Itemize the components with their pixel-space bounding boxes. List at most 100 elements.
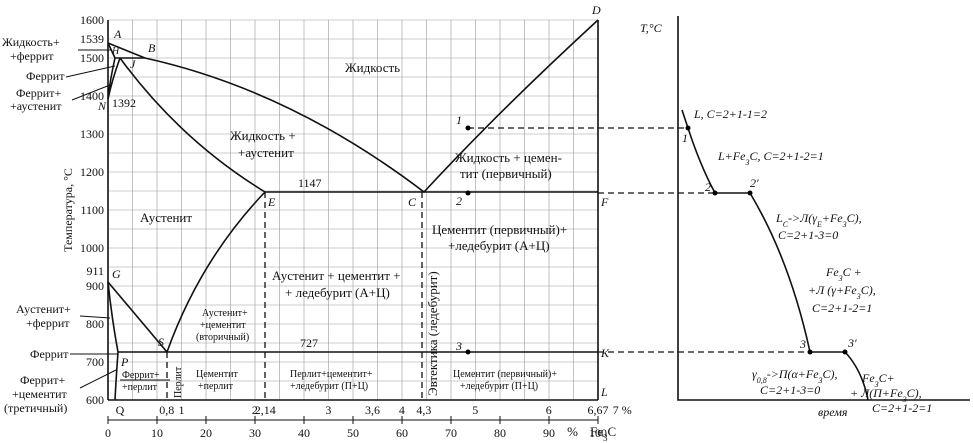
point: P (120, 355, 129, 369)
point: L (600, 385, 608, 399)
dashed (166, 127, 810, 400)
y-tick-label: 1100 (80, 203, 104, 217)
note: C=2+1-2=1 (872, 401, 932, 415)
dot (712, 190, 718, 196)
region: + ледебурит (А+Ц) (285, 285, 390, 300)
axes (677, 16, 970, 401)
y-tick-label: 900 (86, 279, 104, 293)
region: тит (первичный) (460, 166, 552, 181)
region: Цементит (первичный)+ (453, 369, 557, 380)
dot (465, 190, 471, 196)
note-part: +Fe (822, 211, 843, 225)
note: LC->Л(γE+Fe3C), (775, 211, 862, 229)
side-label: +аустенит (10, 99, 62, 113)
side-label: Феррит+ (16, 86, 61, 100)
y-tick-label: 911 (86, 264, 104, 278)
point: E (267, 195, 276, 209)
point: 3′ (847, 336, 857, 350)
region: Аустенит+ (202, 308, 248, 319)
x-tick-label: 60 (396, 426, 408, 440)
note: C=2+1-3=0 (778, 228, 838, 242)
point: 1 (456, 113, 462, 127)
note-sub: 3 (856, 292, 861, 301)
point: 3 (455, 339, 462, 353)
note-part: L (775, 211, 783, 225)
y-tick-label: 800 (86, 317, 104, 331)
x-tick-label: Q (116, 403, 125, 417)
note-part: C), (907, 386, 922, 400)
side-label: (третичный) (4, 401, 67, 415)
y-tick-label: 1300 (80, 127, 104, 141)
isotherm: 1392 (112, 96, 136, 110)
x-tick-label: 2,14 (255, 403, 276, 417)
note-sub: 3 (842, 220, 847, 229)
x-tick-label: 0 (105, 426, 111, 440)
point: H (111, 46, 120, 57)
point: S (158, 335, 164, 349)
x-tick-label: 3,6 (365, 403, 380, 417)
region: +ледебурит (П+Ц) (460, 381, 538, 392)
note-part: ->Л(γ (788, 211, 817, 225)
y-tick-label: 1200 (80, 165, 104, 179)
point: 2 (456, 194, 462, 208)
point: 1 (682, 131, 688, 145)
point: A (113, 27, 122, 41)
dot (465, 349, 471, 355)
point: 2′ (750, 176, 759, 190)
dot (842, 349, 848, 355)
y-tick-label: 600 (86, 393, 104, 407)
isotherm: 1147 (298, 176, 322, 190)
region: Перлит+цементит+ (290, 369, 373, 380)
x-tick-label: 40 (298, 426, 310, 440)
label-part: Fe (590, 424, 603, 439)
dot (807, 349, 813, 355)
label-sub: 3 (603, 433, 608, 443)
x-tick-label: 20 (200, 426, 212, 440)
x-tick-label: 5 (472, 403, 478, 417)
side-label: Феррит (26, 69, 65, 83)
solidus (107, 42, 598, 193)
note-sub: 3 (818, 376, 823, 385)
x-tick-label: 1 (178, 403, 184, 417)
y-tick-label: 700 (86, 355, 104, 369)
side-label: Аустенит+ (16, 302, 71, 316)
region: Жидкость + (230, 128, 296, 143)
note-part: C), (847, 211, 862, 225)
note-sub: 3 (838, 274, 843, 283)
note-sub: E (816, 220, 822, 229)
point: 3 (799, 337, 806, 351)
x-label: Fe3C (590, 424, 616, 443)
note-part: C=2+1-3=0 (760, 383, 820, 397)
note-part: Fe (861, 371, 875, 385)
point: D (591, 3, 601, 17)
region: Жидкость + цемен- (455, 150, 562, 165)
curve (681, 109, 869, 401)
note: L+Fe3C, C=2+1-2=1 (717, 149, 824, 167)
note: γ0,8->П(α+Fe3C), (752, 367, 838, 385)
dot (747, 190, 753, 196)
side-label: Феррит (30, 347, 69, 361)
note-sub: 3 (902, 395, 907, 404)
x-tick-label: 80 (494, 426, 506, 440)
note: Fe3C+ (861, 371, 895, 389)
region: +ледебурит (А+Ц) (448, 238, 550, 253)
dot (685, 125, 691, 131)
cooling-curve (677, 16, 970, 401)
side-label: +феррит (26, 316, 70, 330)
side-label: Жидкость+ (2, 35, 60, 49)
note-part: + Л(П+Fe (850, 386, 903, 400)
region: Жидкость (345, 60, 400, 75)
x-tick-label: 4,3 (416, 403, 431, 417)
point: K (600, 346, 610, 360)
pointer (65, 49, 170, 389)
region: (вторичный) (196, 332, 249, 343)
note-sub: 3 (744, 158, 749, 167)
x-tick-label: 6 (546, 403, 552, 417)
x-tick-label: 90 (543, 426, 555, 440)
region: Феррит+ (122, 370, 160, 381)
note-part: ->П(α+Fe (767, 367, 819, 381)
x-tick-label: 70 (445, 426, 457, 440)
axis-label: T,°C (640, 21, 663, 35)
note-part: C, C=2+1-2=1 (749, 149, 823, 163)
region: Перлит (173, 366, 184, 398)
